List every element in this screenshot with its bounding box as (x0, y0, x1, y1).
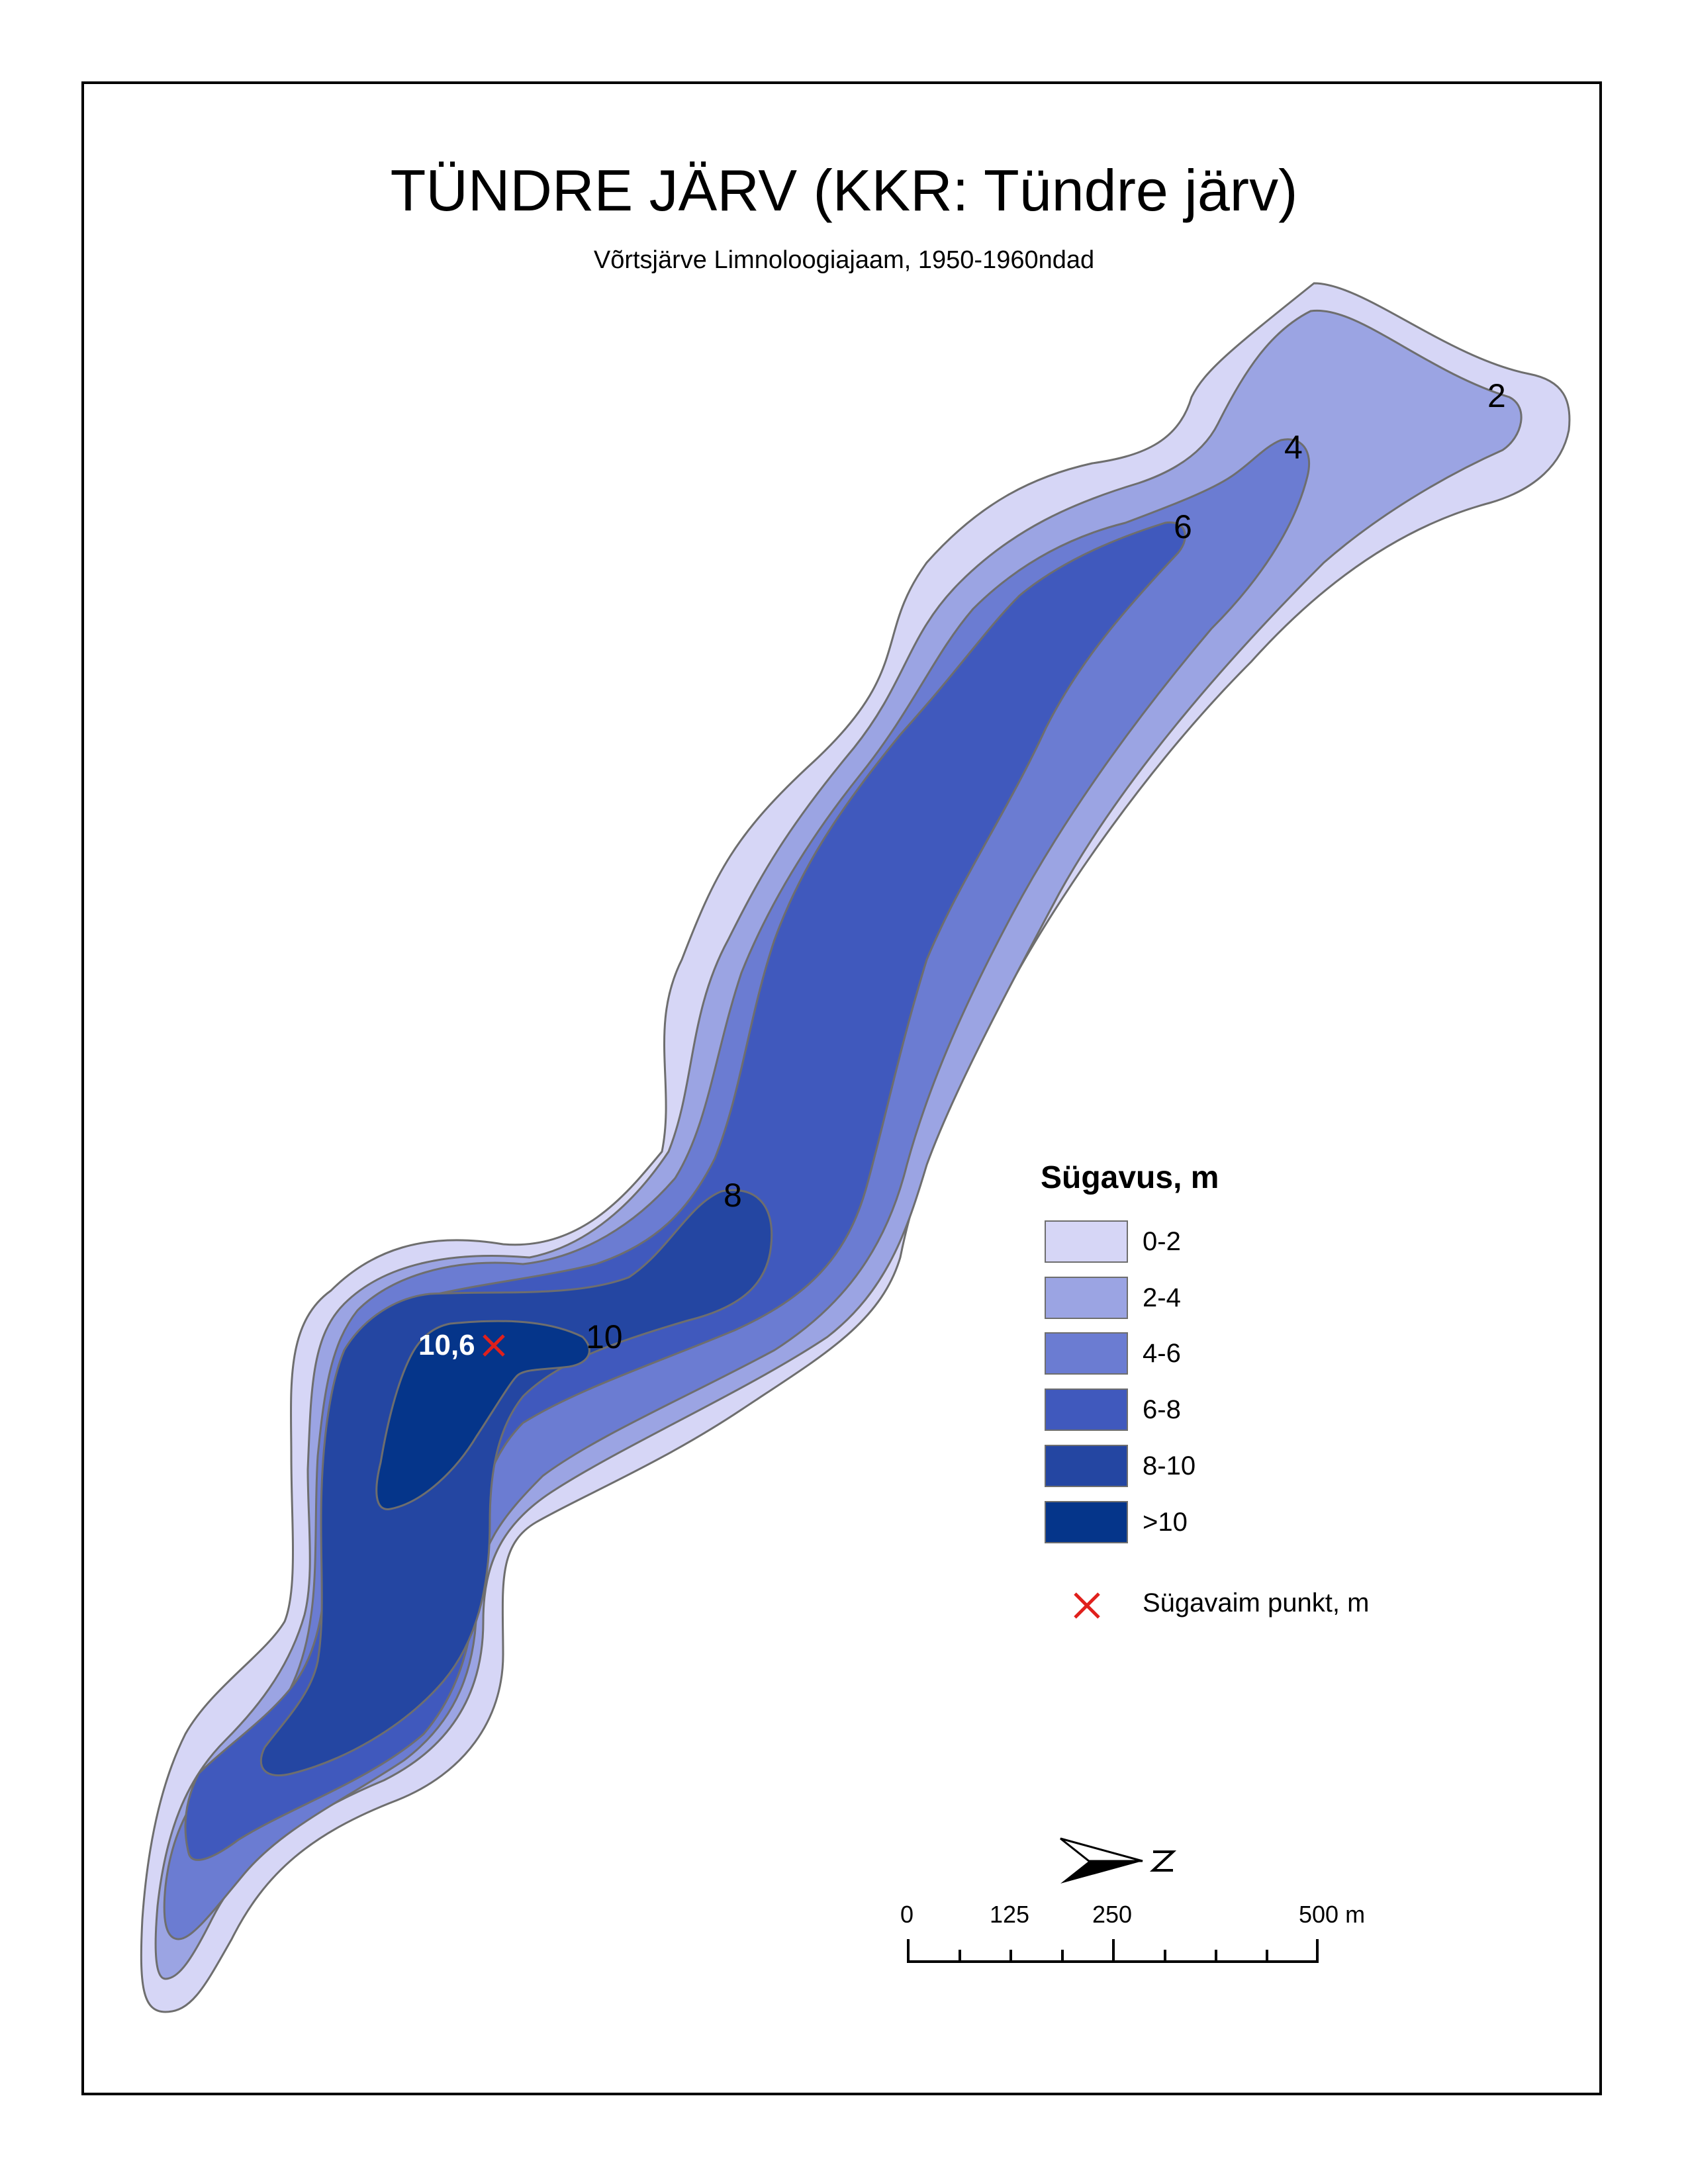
legend-label: >10 (1143, 1508, 1188, 1537)
map-title: TÜNDRE JÄRV (KKR: Tündre järv) (390, 158, 1298, 223)
contour-label-10: 10 (586, 1318, 623, 1355)
legend-marker-label: Sügavaim punkt, m (1143, 1588, 1370, 1617)
contour-label-8: 8 (724, 1177, 742, 1214)
depth-zone-gt-10 (375, 1320, 590, 1510)
legend-swatch (1045, 1388, 1128, 1431)
contour-label-2: 2 (1487, 377, 1506, 414)
legend-swatch (1045, 1445, 1128, 1487)
scale-tick-label: 125 (990, 1901, 1030, 1928)
legend-label: 8-10 (1143, 1451, 1196, 1480)
legend-label: 4-6 (1143, 1339, 1181, 1368)
scale-bar (907, 1939, 1319, 1963)
legend-swatch (1045, 1220, 1128, 1263)
legend-swatch (1045, 1501, 1128, 1543)
legend-label: 6-8 (1143, 1395, 1181, 1424)
map-frame (81, 81, 1602, 2095)
legend-marker-icon (1074, 1592, 1100, 1619)
legend-swatch (1045, 1332, 1128, 1375)
contour-label-6: 6 (1174, 508, 1192, 545)
legend-label: 0-2 (1143, 1227, 1181, 1256)
contour-label-4: 4 (1284, 429, 1303, 466)
scale-tick-label: 250 (1092, 1901, 1133, 1928)
deepest-point-marker-icon (483, 1334, 505, 1357)
deepest-point-label: 10,6 (418, 1329, 475, 1361)
scale-tick-label: 500 m (1299, 1901, 1366, 1928)
legend-swatch (1045, 1277, 1128, 1319)
depth-zone-8-10 (259, 1189, 773, 1777)
scale-tick-label: 0 (900, 1901, 914, 1928)
north-arrow-icon (1060, 1837, 1177, 1884)
map-subtitle: Võrtsjärve Limnoloogiajaam, 1950-1960nda… (593, 246, 1095, 274)
legend-label: 2-4 (1143, 1283, 1181, 1312)
legend-title: Sügavus, m (1041, 1160, 1219, 1195)
